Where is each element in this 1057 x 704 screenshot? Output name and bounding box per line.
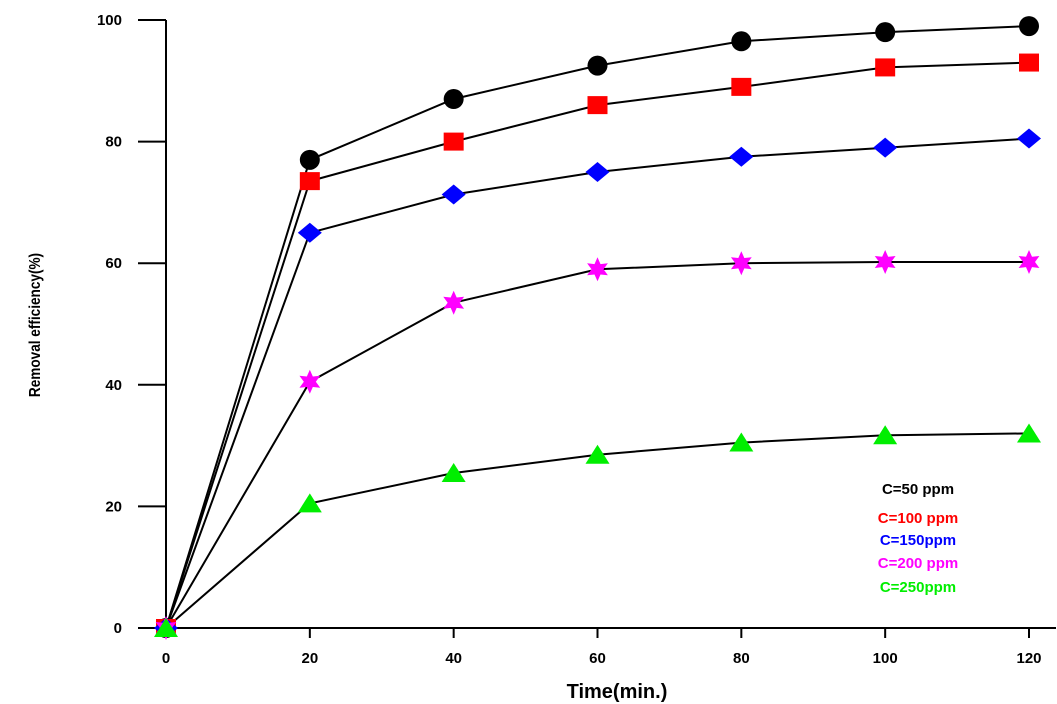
x-tick-label: 120	[1016, 650, 1041, 667]
data-point-series-1	[587, 55, 608, 76]
data-point-series-1	[443, 89, 464, 110]
y-tick-label: 80	[105, 134, 122, 151]
data-point-series-4	[1018, 249, 1040, 274]
data-point-series-3	[297, 222, 322, 243]
y-tick-label: 40	[105, 377, 122, 394]
data-point-series-3	[1017, 128, 1041, 149]
x-tick-label: 40	[445, 650, 462, 667]
data-point-series-2	[299, 172, 320, 191]
data-point-series-3	[873, 137, 898, 158]
x-tick-label: 20	[301, 650, 318, 667]
y-tick-label: 0	[114, 620, 122, 637]
y-tick-label: 100	[97, 12, 122, 29]
data-point-series-1	[1019, 16, 1039, 37]
data-point-series-4	[874, 249, 896, 274]
data-point-series-2	[587, 96, 608, 115]
x-axis-title: Time(min.)	[567, 681, 668, 703]
data-point-series-3	[441, 184, 466, 205]
legend-entry: C=50 ppm	[882, 481, 954, 498]
data-point-series-1	[299, 149, 320, 170]
data-point-series-4	[443, 290, 465, 315]
data-point-series-5	[297, 493, 322, 513]
data-point-series-3	[729, 146, 754, 167]
y-axis-title: Removal efficiency(%)	[27, 253, 44, 397]
data-point-series-5	[154, 618, 178, 637]
data-point-series-2	[731, 77, 752, 96]
data-point-series-5	[441, 462, 466, 482]
axes: 0 20 40 60 80 100 0 20 40 60 80 100 120	[97, 12, 1056, 667]
legend-entry: C=250ppm	[880, 579, 956, 596]
data-point-series-5	[873, 425, 898, 445]
series-markers	[154, 16, 1041, 640]
legend-entry: C=200 ppm	[878, 555, 958, 572]
y-tick-label: 60	[105, 255, 122, 272]
data-point-series-5	[1017, 423, 1041, 443]
x-tick-label: 80	[733, 650, 750, 667]
legend-entry: C=100 ppm	[878, 510, 958, 527]
data-point-series-4	[730, 251, 752, 276]
data-point-series-2	[875, 58, 896, 77]
data-point-series-2	[443, 132, 464, 151]
x-tick-label: 100	[873, 650, 898, 667]
x-tick-label: 60	[589, 650, 606, 667]
x-tick-label: 0	[162, 650, 170, 667]
legend-entry: C=150ppm	[880, 532, 956, 549]
data-point-series-2	[1019, 53, 1039, 72]
data-point-series-1	[731, 31, 752, 52]
data-point-series-1	[875, 22, 896, 43]
data-point-series-4	[587, 257, 608, 282]
data-point-series-5	[585, 444, 610, 464]
data-point-series-4	[299, 369, 321, 394]
data-point-series-5	[729, 432, 754, 452]
legend: C=50 ppm C=100 ppm C=150ppm C=200 ppm C=250p…	[878, 481, 958, 596]
data-point-series-3	[585, 162, 610, 182]
y-tick-label: 20	[105, 498, 122, 515]
